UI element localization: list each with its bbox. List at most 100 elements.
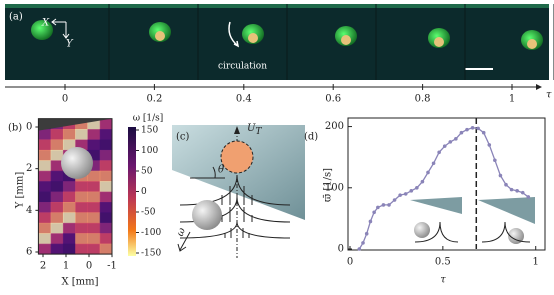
heatmap-cell: [75, 181, 88, 193]
y-axis-label: Y [mm]: [15, 172, 26, 210]
heatmap-cell: [99, 202, 113, 213]
x-tick-label: 1: [533, 257, 539, 268]
data-point: [431, 161, 436, 166]
heatmap-cell: [38, 170, 52, 182]
data-point: [376, 205, 380, 210]
data-point: [364, 231, 369, 236]
data-point: [420, 179, 425, 184]
heatmap-cell: [75, 212, 88, 224]
y-tick-label: 2: [26, 163, 32, 174]
colorbar-tick-label: 50: [141, 167, 153, 177]
heatmap-cell: [99, 181, 113, 193]
data-point: [387, 203, 391, 207]
panel-label: (c): [176, 132, 190, 143]
data-point: [409, 189, 414, 193]
heatmap-cell: [38, 160, 52, 172]
heatmap-cell: [50, 129, 64, 140]
heatmap-cell: [50, 202, 64, 213]
heatmap-cell: [75, 233, 88, 245]
panel-label: (b): [8, 123, 22, 134]
y-axis-label: ϖ̄ [1/s]: [323, 168, 334, 202]
heatmap-cell: [99, 129, 113, 140]
rotation-arrow: [177, 231, 191, 252]
tick-label: 0.2: [146, 94, 162, 105]
data-point: [361, 241, 365, 245]
data-point: [398, 193, 402, 197]
velocity-subscript: T: [255, 127, 262, 137]
heatmap-cell: [62, 222, 76, 234]
y-tick-label: 6: [26, 247, 32, 258]
inset-wall: [478, 197, 535, 224]
heatmap-cell: [38, 129, 52, 140]
heatmap-cell: [87, 181, 101, 193]
data-point: [392, 198, 397, 202]
heatmap-cell: [99, 160, 113, 172]
axes-frame: [37, 118, 113, 255]
heatmap-cell: [87, 129, 101, 140]
colorbar: [128, 127, 136, 256]
fluid-particle: [220, 140, 254, 174]
heatmap-cell: [50, 170, 64, 182]
heatmap-cell: [75, 222, 88, 234]
y-tick-label: 0: [26, 122, 32, 133]
heatmap-cell: [50, 222, 64, 234]
heatmap-cell: [99, 243, 113, 255]
wall: [38, 118, 112, 131]
tracer: [341, 35, 351, 45]
tracer: [434, 37, 444, 47]
tick-label: 0.6: [325, 94, 341, 105]
x-tick-label: 0: [86, 261, 92, 272]
heatmap-cell: [75, 129, 88, 140]
colorbar-title: ω [1/s]: [133, 114, 164, 124]
time-axis-label: τ: [546, 90, 552, 101]
tick-label: 0.8: [415, 94, 431, 105]
heatmap-cell: [99, 222, 113, 234]
rotation-arrow: [228, 21, 240, 48]
heatmap-cell: [38, 181, 52, 193]
data-point: [498, 173, 503, 178]
colorbar-tick-label: -50: [141, 208, 156, 218]
inset-profile: [414, 221, 459, 243]
heatmap-cell: [62, 181, 76, 193]
droplet: [31, 20, 53, 40]
tracer: [527, 39, 537, 49]
data-point: [459, 130, 464, 135]
y-tick-label: 4: [26, 205, 32, 216]
heatmap-cell: [50, 160, 64, 172]
tick-label: 0: [62, 94, 68, 105]
heatmap-cell: [50, 149, 64, 161]
inset-sphere: [508, 228, 524, 244]
data-point: [526, 195, 531, 199]
circulation-label: circulation: [218, 62, 267, 72]
data-point: [442, 144, 447, 148]
y-label: Y: [66, 39, 74, 50]
data-point: [357, 247, 362, 251]
tick-label: 1: [509, 94, 515, 105]
heatmap-cell: [75, 139, 88, 151]
heatmap-cell: [50, 181, 64, 193]
data-point: [487, 143, 492, 147]
heatmap-cell: [99, 191, 113, 203]
colorbar-tick-label: 100: [141, 146, 158, 156]
heatmap-cell: [62, 129, 76, 140]
panel-label: (a): [9, 12, 23, 23]
heatmap-cell: [75, 118, 88, 130]
data-point: [415, 185, 419, 190]
data-point: [509, 187, 514, 192]
panel-label: (d): [304, 132, 318, 143]
heatmap-cell: [50, 139, 64, 151]
x-label: X: [41, 18, 50, 29]
heatmap-cell: [38, 202, 52, 213]
heatmap-cell: [99, 139, 113, 151]
heatmap-cell: [87, 243, 101, 255]
heatmap-cell: [50, 233, 64, 245]
x-tick-label: 1: [63, 261, 69, 272]
heatmap-cell: [38, 139, 52, 151]
data-point: [515, 189, 519, 193]
inset-profile: [481, 221, 531, 243]
heatmap-cell: [62, 191, 76, 203]
heatmap-cell: [62, 212, 76, 224]
heatmap-cell: [87, 139, 101, 151]
heatmap-cell: [38, 149, 52, 161]
